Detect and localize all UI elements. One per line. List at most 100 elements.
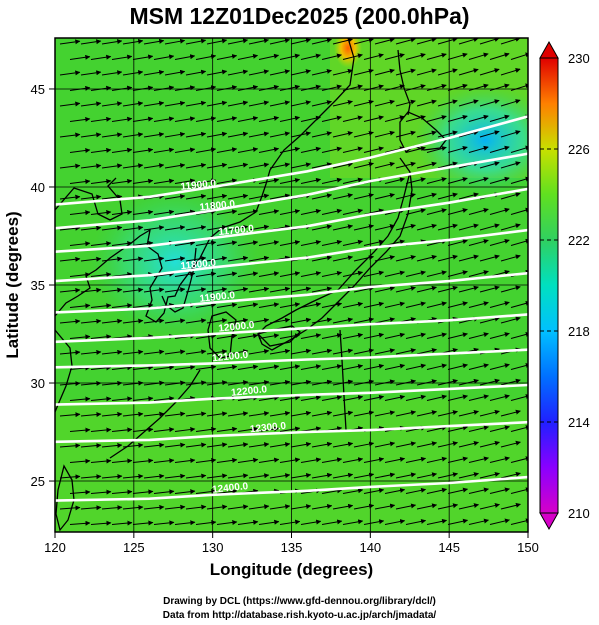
wind-arrow [332,441,354,448]
wind-arrow [80,443,102,449]
wind-arrow [363,488,385,494]
wind-arrow [416,130,437,138]
wind-arrow [426,394,447,401]
wind-arrow [374,286,395,293]
wind-arrow [426,363,447,370]
wind-arrow [164,38,186,45]
wind-arrow [216,147,238,153]
wind-arrow [90,272,112,278]
wind-arrow [311,255,333,262]
wind-arrow [489,518,510,525]
coastline-honshu [257,157,413,351]
wind-arrow [405,146,426,153]
wind-arrow [500,502,521,510]
wind-arrow [185,318,207,324]
wind-arrow [342,301,364,308]
wind-arrow [279,271,301,277]
wind-arrow [342,519,364,525]
wind-arrow [69,489,91,495]
wind-arrow [227,349,249,355]
wind-arrow [80,505,102,511]
wind-arrow [248,504,270,510]
contour-line [55,187,528,253]
wind-arrow [300,395,322,401]
wind-arrow [479,285,500,293]
wind-arrow [311,441,333,448]
wind-arrow [185,100,207,107]
wind-arrow [269,131,291,138]
wind-arrow [59,474,81,480]
wind-arrow [332,224,354,231]
wind-arrow [258,209,280,215]
wind-arrow [174,116,196,122]
wind-arrow [80,287,102,293]
wind-arrow [195,85,217,91]
wind-arrow [353,317,375,324]
wind-arrow [395,130,416,138]
wind-arrow [195,271,217,277]
wind-arrow [426,208,447,215]
wind-arrow [363,115,384,122]
wind-arrow [426,518,448,525]
wind-arrow [279,209,301,215]
wind-arrow [458,441,479,448]
wind-arrow [174,54,196,60]
wind-arrow [269,286,291,293]
wind-arrow [143,504,165,510]
coastline-china-south [55,329,73,413]
wind-arrow [311,410,333,417]
wind-arrow [195,240,217,246]
wind-arrow [111,116,133,122]
wind-arrow [374,410,396,417]
wind-arrow [321,488,343,494]
wind-arrow [468,363,489,370]
wind-arrow [321,146,342,153]
wind-arrow [374,130,395,138]
wind-arrow [153,116,175,122]
wind-arrow [447,52,468,60]
contour-line [55,313,528,344]
wind-arrow [342,146,363,153]
wind-arrow [489,238,510,246]
wind-arrow [185,193,207,200]
wind-arrow [143,194,165,200]
wind-arrow [80,39,102,45]
wind-arrow [437,285,458,293]
wind-arrow [332,131,353,138]
wind-arrow [500,254,521,262]
wind-arrow [279,115,301,122]
wind-arrow [164,442,186,448]
wind-arrow [227,411,249,417]
wind-arrow [80,318,102,324]
wind-arrow [437,223,458,231]
wind-arrow [300,333,322,339]
wind-arrow [510,176,528,184]
wind-arrow [468,207,489,215]
wind-arrow [258,240,280,246]
wind-arrow [90,85,112,91]
wind-arrow [479,130,500,138]
colorbar-tick-label: 230 [568,51,590,66]
wind-arrow [458,130,479,138]
wind-arrow [311,379,333,386]
wind-arrow [227,224,249,231]
wind-arrow [143,69,165,76]
wind-arrow [122,287,144,293]
wind-arrow [300,519,322,525]
wind-arrow [164,225,186,231]
wind-arrow [132,85,154,91]
wind-arrow [80,225,102,231]
wind-arrow [342,457,364,463]
wind-arrow [479,68,500,76]
wind-arrow [311,100,332,107]
colorbar-bar [539,57,559,514]
wind-arrow [101,194,123,200]
wind-arrow [468,425,489,432]
wind-arrow [416,99,437,107]
wind-arrow [80,474,102,480]
wind-arrow [500,471,521,479]
wind-arrow [90,54,112,60]
wind-arrow [195,426,217,432]
wind-arrow [468,176,489,184]
wind-arrow [458,472,479,479]
